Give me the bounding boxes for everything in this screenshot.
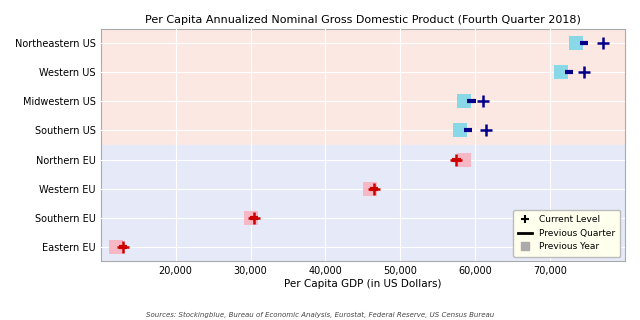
Point (249, 215, 259, 220)
Point (245, 215, 255, 220)
Point (459, 99, 469, 104)
Title: Per Capita Annualized Nominal Gross Domestic Product (Fourth Quarter 2018): Per Capita Annualized Nominal Gross Dome… (145, 15, 581, 25)
Point (571, 41, 581, 46)
Point (369, 186, 380, 191)
Point (111, 244, 121, 249)
Point (481, 128, 492, 133)
Bar (100, 145, 625, 261)
Point (118, 244, 129, 249)
Legend: Current Level, Previous Quarter, Previous Year: Current Level, Previous Quarter, Previou… (513, 210, 621, 257)
Point (556, 70, 566, 75)
Bar (100, 28, 625, 145)
Point (597, 41, 607, 46)
Point (579, 70, 589, 75)
Point (455, 128, 465, 133)
X-axis label: Per Capita GDP (in US Dollars): Per Capita GDP (in US Dollars) (284, 279, 442, 289)
Point (459, 157, 469, 162)
Point (451, 157, 461, 162)
Point (477, 99, 488, 104)
Point (365, 186, 376, 191)
Text: Sources: Stockingblue, Bureau of Economic Analysis, Eurostat, Federal Reserve, U: Sources: Stockingblue, Bureau of Economi… (146, 312, 494, 318)
